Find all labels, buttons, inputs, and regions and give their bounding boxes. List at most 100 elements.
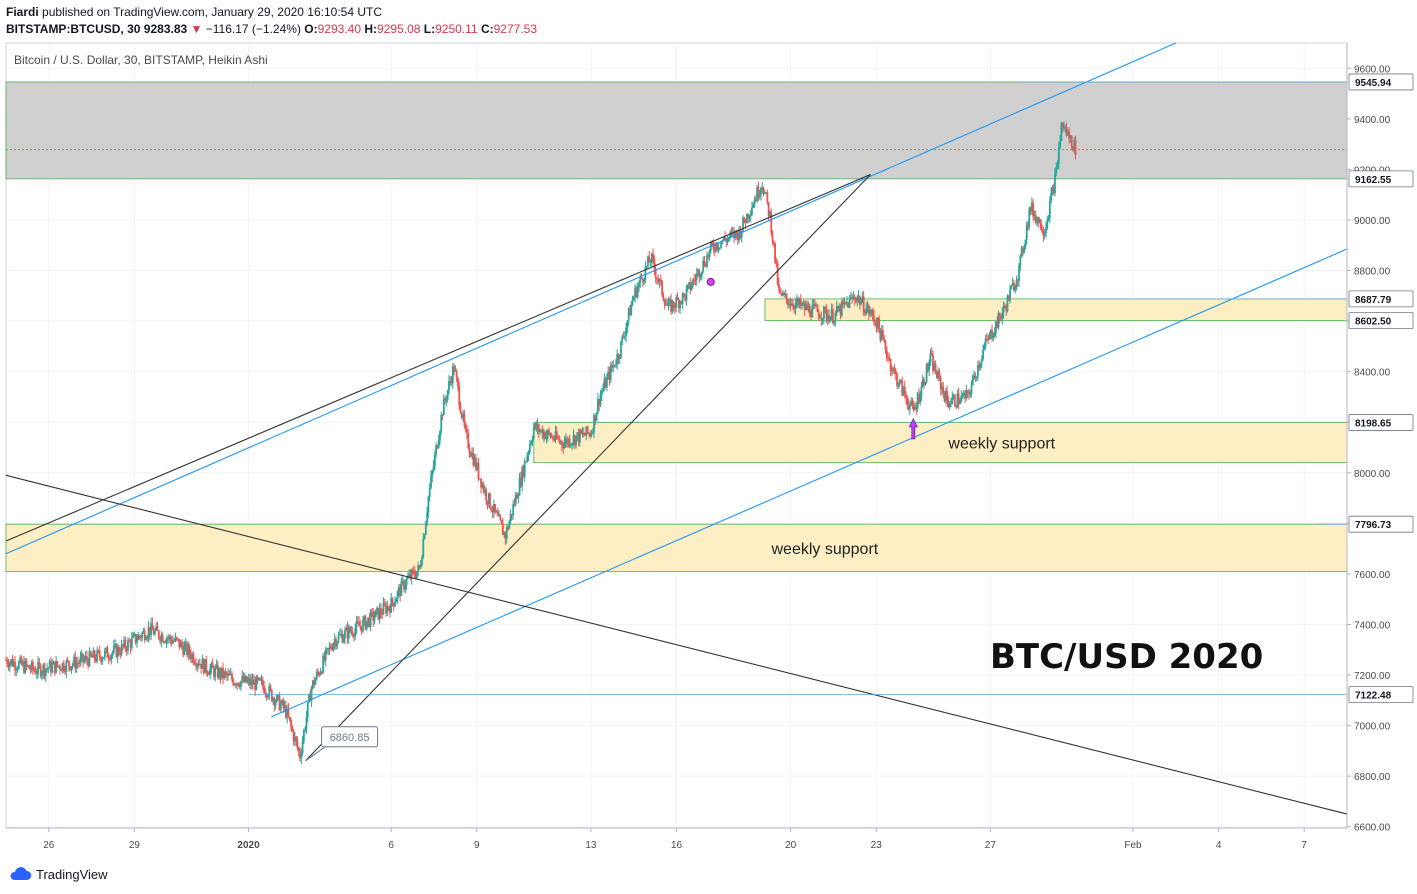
candle-up	[243, 675, 246, 682]
candle-down	[1012, 282, 1015, 291]
candle-up	[1048, 200, 1051, 218]
candle-down	[987, 339, 990, 341]
candle-down	[94, 658, 97, 661]
time-axis[interactable]: 26 29 2020 6 9 13 16 20 23 27 Feb 4 7	[6, 827, 1347, 851]
candle-down	[284, 705, 287, 718]
candle-down	[106, 647, 109, 658]
candle-up	[350, 631, 353, 633]
candle-down	[839, 306, 842, 316]
candle-up	[686, 284, 689, 289]
candle-up	[435, 445, 438, 455]
x-tick-label: 20	[785, 840, 797, 851]
author-name[interactable]: Fiardi	[6, 5, 39, 19]
candle-down	[444, 398, 447, 401]
y-tick-label: 7600.00	[1354, 570, 1391, 581]
candle-down	[109, 658, 111, 660]
candle-down	[467, 432, 470, 448]
candle-down	[905, 394, 907, 398]
candle-down	[955, 405, 958, 408]
candle-up	[508, 521, 511, 529]
candle-down	[489, 493, 491, 508]
candle-down	[589, 433, 592, 436]
candle-up	[404, 585, 407, 590]
candle-up	[798, 298, 801, 305]
candle-up	[829, 316, 832, 322]
candle-down	[464, 425, 467, 430]
candle-down	[522, 467, 525, 477]
price-tag-box	[1348, 170, 1414, 188]
candle-up	[717, 247, 720, 250]
candle-up	[304, 729, 307, 731]
candle-down	[513, 504, 516, 506]
candle-down	[584, 435, 586, 437]
candle-down	[831, 309, 834, 324]
blue-trendline[interactable]	[271, 248, 1348, 718]
candle-up	[183, 645, 186, 655]
candle-up	[498, 515, 500, 517]
candle-up	[342, 638, 345, 643]
candle-down	[656, 277, 658, 280]
candle-up	[695, 273, 698, 280]
price-axis[interactable]: 9600.009400.009200.009000.008800.008600.…	[1346, 43, 1414, 834]
candle-down	[237, 683, 240, 686]
candle-down	[771, 232, 774, 241]
candle-up	[700, 271, 703, 276]
candle-up	[631, 300, 634, 305]
candle-up	[563, 442, 566, 448]
candle-down	[998, 312, 1001, 318]
low-callout-label: 6860.85	[330, 732, 370, 744]
candle-up	[1024, 239, 1027, 247]
candle-up	[715, 242, 717, 251]
symbol-label[interactable]: BITSTAMP:BTCUSD, 30	[6, 22, 141, 36]
trendlines[interactable]	[5, 42, 1348, 815]
candle-up	[345, 627, 348, 631]
black-trendline[interactable]	[5, 173, 871, 542]
candle-up	[52, 661, 55, 665]
candle-down	[792, 303, 794, 307]
candle-up	[427, 496, 430, 513]
candle-down	[148, 627, 151, 636]
candle-up	[667, 301, 670, 306]
x-tick-label: 26	[43, 840, 55, 851]
candle-up	[492, 504, 495, 513]
candle-down	[418, 565, 421, 568]
candle-up	[305, 717, 308, 730]
chart-header: Fiardi published on TradingView.com, Jan…	[6, 4, 1406, 38]
candle-up	[301, 741, 304, 754]
candle-up	[1020, 248, 1023, 256]
candle-down	[582, 432, 585, 436]
candle-down	[659, 279, 662, 281]
candle-down	[1032, 202, 1035, 217]
candle-up	[503, 532, 506, 535]
candle-down	[942, 386, 945, 393]
candle-down	[38, 662, 41, 666]
candle-down	[245, 675, 247, 683]
candle-down	[903, 386, 906, 395]
candle-down	[119, 653, 122, 655]
candle-up	[272, 698, 274, 701]
candle-up	[344, 630, 346, 639]
candle-up	[481, 484, 484, 488]
candle-down	[662, 294, 665, 301]
candle-down	[635, 287, 638, 297]
candle-up	[1073, 140, 1076, 151]
price-tag-box	[1348, 73, 1414, 91]
black-trendline[interactable]	[5, 474, 1348, 815]
candle-down	[273, 698, 276, 706]
candle-up	[914, 406, 916, 411]
candle-down	[282, 700, 285, 708]
blue-trendline[interactable]	[5, 42, 1177, 555]
candle-up	[394, 602, 396, 607]
candle-down	[206, 671, 209, 675]
candle-up	[856, 297, 859, 302]
candle-up	[426, 512, 429, 523]
tradingview-logo[interactable]: TradingView	[8, 866, 108, 882]
candle-down	[683, 293, 685, 295]
black-trendline[interactable]	[305, 174, 871, 762]
candle-up	[590, 432, 593, 436]
candle-down	[143, 630, 146, 640]
candle-up	[539, 430, 542, 432]
candle-up	[210, 663, 213, 669]
candle-down	[648, 256, 651, 263]
